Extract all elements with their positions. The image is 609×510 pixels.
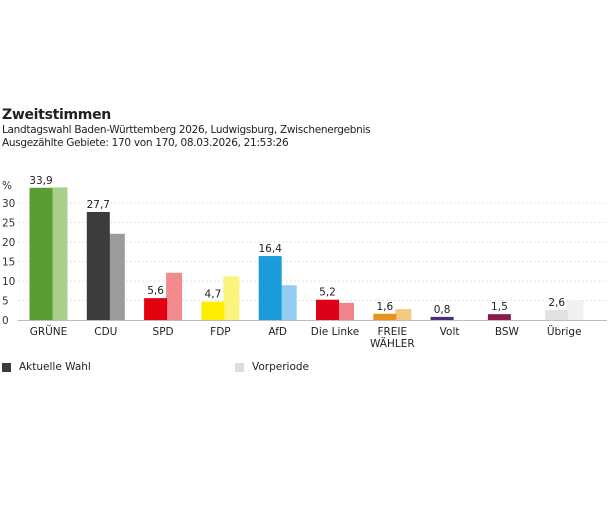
y-tick-label: 15 bbox=[2, 257, 15, 269]
x-category-label: SPD bbox=[153, 326, 174, 338]
y-tick-label: 10 bbox=[2, 276, 15, 288]
bar-value-label: 4,7 bbox=[205, 289, 222, 301]
bar-value-label: 33,9 bbox=[29, 175, 52, 187]
x-category-label: WÄHLER bbox=[370, 337, 415, 350]
bar-previous bbox=[166, 272, 183, 320]
x-category-label: Die Linke bbox=[311, 326, 359, 338]
bar-value-label: 1,6 bbox=[376, 301, 393, 313]
bar-value-label: 0,8 bbox=[434, 304, 451, 316]
bar-previous bbox=[280, 285, 297, 320]
y-tick-label: 20 bbox=[2, 237, 15, 249]
chart-title: Zweitstimmen bbox=[2, 107, 111, 123]
bar-value-label: 2,6 bbox=[548, 297, 565, 309]
legend-label-previous: Vorperiode bbox=[252, 361, 310, 373]
y-axis-label: % bbox=[2, 180, 12, 192]
bar-current bbox=[201, 301, 225, 320]
y-tick-label: 25 bbox=[2, 218, 15, 230]
x-category-label: FDP bbox=[210, 326, 230, 338]
bar-current bbox=[487, 314, 511, 320]
bar-value-label: 16,4 bbox=[259, 243, 283, 255]
legend-label-current: Aktuelle Wahl bbox=[19, 361, 91, 373]
bar-previous bbox=[395, 309, 412, 320]
x-category-label: Volt bbox=[440, 326, 460, 338]
y-tick-label: 30 bbox=[2, 198, 15, 210]
x-category-label: AfD bbox=[268, 326, 287, 338]
x-category-label: BSW bbox=[495, 326, 520, 338]
bar-previous bbox=[338, 302, 354, 320]
bar-previous bbox=[51, 187, 68, 320]
bar-previous bbox=[108, 233, 125, 320]
x-category-label: FREIE bbox=[377, 326, 407, 338]
bar-current bbox=[545, 309, 569, 320]
bar-current bbox=[86, 211, 110, 320]
x-category-label: Übrige bbox=[547, 325, 582, 338]
x-category-label: CDU bbox=[94, 326, 117, 338]
bar-current bbox=[373, 313, 397, 320]
bar-current bbox=[430, 316, 454, 320]
bar-value-label: 5,2 bbox=[319, 287, 336, 299]
y-tick-label: 5 bbox=[2, 296, 9, 308]
bar-previous bbox=[223, 276, 240, 320]
legend-swatch-current bbox=[2, 362, 11, 372]
bar-current bbox=[316, 299, 339, 320]
legend-swatch-previous bbox=[235, 362, 244, 372]
bar-value-label: 27,7 bbox=[87, 199, 110, 211]
x-category-label: GRÜNE bbox=[30, 325, 68, 338]
bar-value-label: 1,5 bbox=[491, 301, 508, 313]
y-tick-label: 0 bbox=[2, 315, 9, 327]
bar-previous bbox=[567, 300, 584, 320]
bar-current bbox=[144, 298, 168, 320]
legend-item-previous: Vorperiode bbox=[235, 361, 309, 373]
counted-areas-info: Ausgezählte Gebiete: 170 von 170, 08.03.… bbox=[2, 137, 289, 149]
bar-current bbox=[29, 187, 53, 320]
legend-item-current: Aktuelle Wahl bbox=[2, 361, 91, 373]
bar-current bbox=[258, 256, 282, 320]
chart-subtitle: Landtagswahl Baden-Württemberg 2026, Lud… bbox=[2, 124, 371, 136]
bar-value-label: 5,6 bbox=[147, 285, 164, 297]
